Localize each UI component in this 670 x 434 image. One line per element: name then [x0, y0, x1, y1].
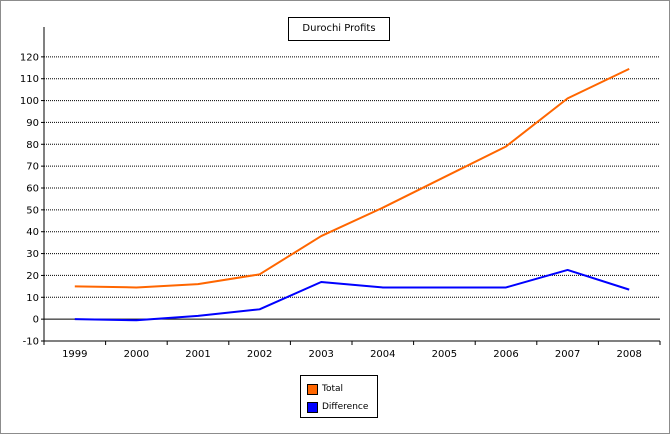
legend-swatch-total — [307, 383, 318, 395]
legend-item-difference: Difference — [307, 400, 368, 414]
y-tick-label: 30 — [26, 249, 39, 260]
legend: Total Difference — [300, 375, 378, 418]
series-lines — [74, 67, 630, 322]
y-tick-label: 10 — [26, 293, 39, 304]
y-tick-label: 120 — [20, 52, 39, 63]
x-tick-label: 2003 — [308, 349, 333, 360]
x-tick-label: 2005 — [432, 349, 457, 360]
series-line-total — [74, 67, 630, 289]
x-tick-label: 2002 — [247, 349, 272, 360]
y-tick-label: 20 — [26, 271, 39, 282]
series-line-difference — [74, 268, 630, 322]
y-tick-label: 100 — [20, 96, 39, 107]
x-tick-labels: 1999 2000 2001 2002 2003 2004 2005 2006 2007 2008 — [62, 349, 642, 360]
x-tick-label: 2004 — [370, 349, 395, 360]
y-tick-label: 0 — [33, 315, 39, 326]
x-tick-label: 2006 — [493, 349, 518, 360]
y-tick-label: 60 — [26, 184, 39, 195]
x-tick-label: 2000 — [124, 349, 149, 360]
legend-swatch-difference — [307, 401, 318, 413]
x-ticks — [43, 341, 661, 345]
y-tick-labels: -10 0 10 20 30 40 50 60 70 80 90 100 110 120 — [20, 52, 39, 347]
y-tick-label: 90 — [26, 118, 39, 129]
chart-title: Durochi Profits — [288, 17, 390, 41]
y-tick-label: 110 — [20, 74, 39, 85]
x-tick-label: 2001 — [185, 349, 210, 360]
y-tick-label: 80 — [26, 140, 39, 151]
legend-item-total: Total — [307, 382, 343, 396]
axes — [43, 27, 660, 342]
x-tick-label: 2008 — [616, 349, 641, 360]
x-tick-label: 1999 — [62, 349, 87, 360]
y-tick-label: -10 — [23, 337, 39, 348]
y-tick-label: 50 — [26, 205, 39, 216]
y-tick-label: 40 — [26, 227, 39, 238]
x-tick-label: 2007 — [555, 349, 580, 360]
legend-label-total: Total — [322, 384, 344, 394]
legend-label-difference: Difference — [322, 402, 369, 412]
y-tick-label: 70 — [26, 162, 39, 173]
